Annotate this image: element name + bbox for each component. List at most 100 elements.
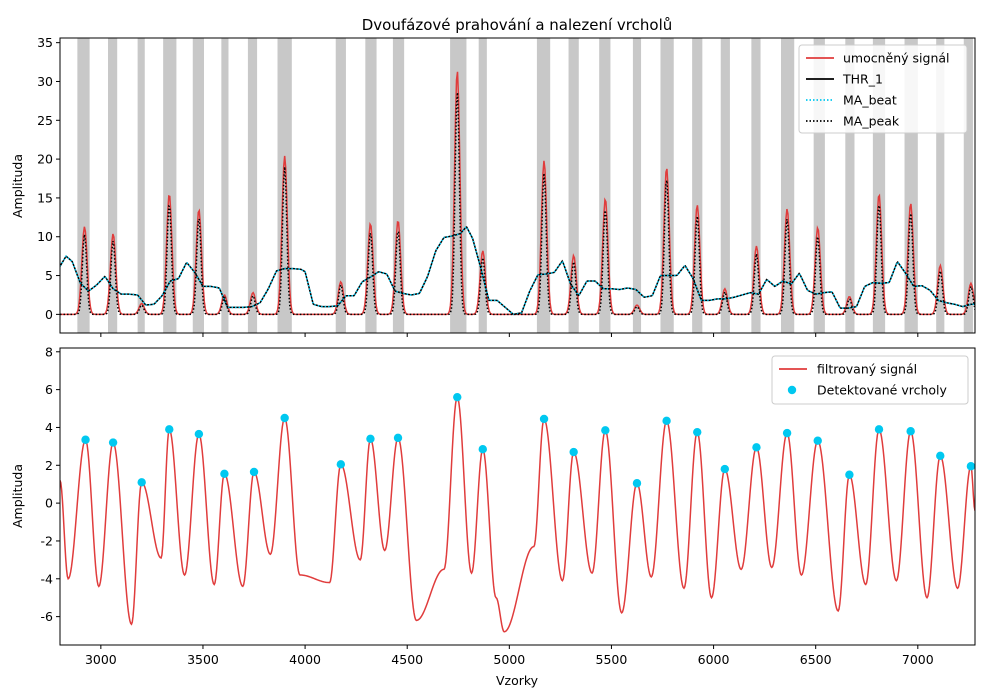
bottom-legend: filtrovaný signál Detektované vrcholy (771, 355, 969, 405)
detected-peak-marker (569, 447, 578, 457)
qrs-window (221, 38, 229, 333)
bottom-plot-frame (59, 347, 976, 646)
bottom-ytick-label: 6 (45, 382, 53, 397)
bottom-legend-label: Detektované vrcholy (817, 383, 948, 398)
detected-peak-marker (165, 425, 174, 434)
detected-peak-marker (220, 469, 229, 478)
detected-peak-marker (336, 460, 346, 469)
detected-peak-marker (720, 464, 730, 474)
qrs-window (936, 38, 945, 333)
detected-peak-marker (453, 392, 462, 402)
qrs-window (247, 38, 258, 333)
bottom-ytick-label: 2 (45, 458, 53, 473)
ma-peak-line (60, 92, 975, 316)
bottom-xtick-label: 5500 (596, 652, 628, 667)
top-plot-frame (59, 37, 976, 334)
top-y-axis-label: Amplituda (10, 154, 25, 218)
detected-peak-marker (478, 445, 487, 454)
qrs-window (751, 38, 761, 333)
bottom-legend-box (771, 355, 969, 405)
bottom-y-axis: -6 -4 -2 0 2 4 6 8 (41, 344, 60, 624)
top-ytick-label: 30 (37, 74, 53, 89)
bottom-ytick-label: 8 (45, 344, 53, 359)
bottom-xtick-label: 7000 (902, 652, 934, 667)
qrs-window (478, 38, 487, 333)
qrs-window (813, 38, 825, 333)
detected-peak-marker (280, 413, 289, 423)
bottom-legend-label: filtrovaný signál (817, 362, 917, 377)
qrs-window (692, 38, 703, 333)
detected-peak-marker (752, 443, 761, 452)
qrs-window (568, 38, 579, 333)
bottom-ytick-label: 0 (45, 496, 53, 511)
bottom-xtick-label: 3500 (187, 652, 219, 667)
ma-beat-line (60, 226, 975, 316)
detected-peak-marker (366, 434, 375, 444)
bottom-y-axis-label: Amplituda (10, 464, 25, 528)
detected-peak-marker (539, 414, 549, 424)
bottom-ytick-label: 4 (45, 420, 53, 435)
top-legend: umocněný signál THR_1 MA_beat MA_peak (798, 44, 968, 134)
bottom-xtick-label: 4000 (289, 652, 321, 667)
bottom-x-axis: 3000 3500 4000 4500 5000 5500 6000 6500 7000 (85, 645, 934, 667)
bottom-legend-swatch (787, 385, 797, 395)
bottom-ytick-label: -2 (41, 533, 53, 548)
bottom-ytick-label: -4 (41, 571, 54, 586)
detected-peak-marker (966, 462, 975, 471)
top-legend-label: umocněný signál (843, 51, 950, 66)
qrs-window (137, 38, 145, 333)
qrs-window (845, 38, 855, 333)
detected-peak-marker (249, 467, 259, 477)
top-legend-label: THR_1 (842, 72, 883, 87)
detected-peak-marker (662, 416, 671, 426)
detected-peak-marker (632, 479, 642, 488)
top-axes: 0 5 10 15 20 25 30 35 Dvoufázové prahování a na… (10, 16, 976, 337)
qrs-window (720, 38, 730, 333)
detected-peak-marker (693, 427, 702, 437)
detected-peak-marker (906, 427, 915, 436)
qrs-window (392, 38, 405, 333)
top-legend-label: MA_beat (843, 93, 897, 108)
detected-peak-marker (936, 451, 945, 461)
qrs-window (335, 38, 346, 333)
detected-peak-marker (137, 478, 146, 487)
qrs-window (192, 38, 204, 333)
detected-peak-marker (108, 438, 118, 447)
bottom-x-axis-label: Vzorky (496, 673, 539, 688)
top-legend-label: MA_peak (843, 114, 900, 129)
filtered-signal-line (60, 395, 975, 633)
detected-peak-marker (601, 426, 610, 435)
qrs-window (599, 38, 611, 333)
top-chart-title: Dvoufázové prahování a nalezení vrcholů (362, 16, 673, 34)
detected-peak-marker (813, 436, 822, 445)
qrs-window (107, 38, 118, 333)
bottom-ytick-label: -6 (41, 609, 54, 624)
top-ytick-label: 25 (37, 113, 53, 128)
top-ytick-label: 0 (45, 307, 53, 322)
detected-peak-marker (194, 429, 204, 439)
bottom-axes: -6 -4 -2 0 2 4 6 8 3000 3500 4000 4500 5000 5500 6000… (10, 344, 976, 688)
bottom-series-group (60, 392, 975, 633)
qrs-window (365, 38, 377, 333)
bottom-xtick-label: 6500 (800, 652, 832, 667)
top-ytick-label: 35 (37, 35, 53, 50)
top-y-axis: 0 5 10 15 20 25 30 35 (37, 35, 60, 322)
qrs-window (77, 38, 90, 333)
bottom-xtick-label: 3000 (85, 652, 117, 667)
top-series-group (60, 71, 975, 316)
top-x-axis (100, 333, 919, 337)
qrs-window (963, 38, 973, 333)
top-ytick-label: 10 (37, 229, 53, 244)
top-legend-box (798, 44, 968, 134)
top-ytick-label: 20 (37, 152, 53, 167)
detected-peak-marker (845, 470, 854, 479)
top-ytick-label: 5 (45, 268, 53, 283)
bottom-xtick-label: 4500 (391, 652, 423, 667)
detected-peak-marker (782, 428, 792, 438)
detected-peak-marker (393, 433, 403, 443)
bottom-xtick-label: 5000 (493, 652, 525, 667)
detected-peak-marker (81, 435, 90, 444)
qrs-window (632, 38, 642, 333)
top-ytick-label: 15 (37, 190, 53, 205)
